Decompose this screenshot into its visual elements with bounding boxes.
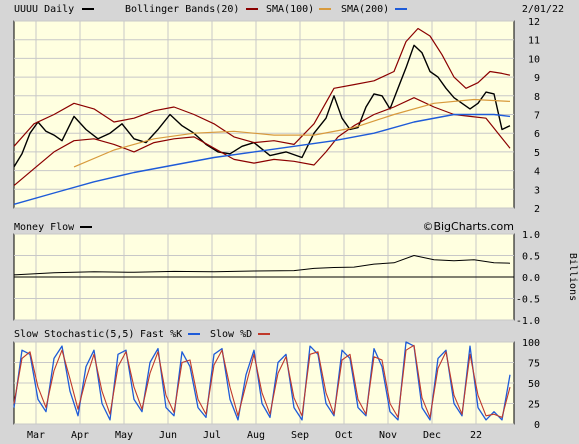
- x-tick-label: Nov: [379, 430, 397, 441]
- money-flow-label: Money Flow: [14, 222, 75, 233]
- sma200-label: SMA(200): [341, 4, 389, 15]
- price-panel: 2 3 4 5 6 7 8 9 10 11 12 2/01/22: [13, 4, 564, 215]
- y-tick-label: 9: [534, 73, 540, 84]
- stochastic-label: Slow Stochastic(5,5): [14, 329, 134, 340]
- x-tick-label: Oct: [335, 430, 353, 441]
- watermark: ©BigCharts.com: [422, 220, 514, 233]
- y-tick-label: 0: [534, 420, 540, 431]
- y-tick-label: 3: [534, 185, 540, 196]
- x-tick-label: Jul: [203, 430, 221, 441]
- stochastic-series-group: [13, 341, 511, 421]
- stochastic-gridlines: [14, 341, 514, 425]
- sma100-label: SMA(100): [266, 4, 314, 15]
- y-tick-label: 0.0: [522, 273, 540, 284]
- bollinger-upper-line: [13, 27, 511, 147]
- y-tick-label: 7: [534, 111, 540, 122]
- slow-d-label: Slow %D: [210, 329, 252, 340]
- money-flow-series-group: [13, 255, 511, 276]
- slow-d-line: [13, 344, 511, 418]
- y-tick-label: 6: [534, 129, 540, 140]
- x-axis: Mar Apr May Jun Jul Aug Sep Oct Nov Dec 22: [27, 430, 482, 441]
- x-tick-label: 22: [470, 430, 482, 441]
- y-tick-label: 5: [534, 148, 540, 159]
- money-flow-y-label: Billions: [567, 253, 578, 301]
- y-tick-label: 11: [528, 36, 540, 47]
- bollinger-lower-line: [13, 97, 511, 187]
- fast-k-label: Fast %K: [140, 329, 182, 340]
- money-flow-line: [13, 255, 511, 276]
- x-tick-label: Sep: [291, 430, 309, 441]
- stochastic-panel: Slow Stochastic(5,5) Fast %K Slow %D 0 25…: [13, 329, 540, 431]
- price-series-group: [13, 27, 511, 205]
- money-flow-y-axis: -1.0 -0.5 0.0 0.5 1.0: [516, 230, 540, 327]
- x-tick-label: Jun: [159, 430, 177, 441]
- x-tick-label: Mar: [27, 430, 45, 441]
- y-tick-label: -1.0: [516, 316, 540, 327]
- y-tick-label: 0.5: [522, 252, 540, 263]
- symbol-label: UUUU Daily: [14, 4, 74, 15]
- price-gridlines: [14, 20, 514, 209]
- x-tick-label: May: [115, 430, 133, 441]
- x-tick-label: Apr: [71, 430, 89, 441]
- y-tick-label: 4: [534, 167, 540, 178]
- y-tick-label: 10: [528, 54, 540, 65]
- price-y-axis: 2 3 4 5 6 7 8 9 10 11 12: [528, 17, 540, 215]
- money-flow-panel: Money Flow ©BigCharts.com -1.0 -0.5 0.0 0.5…: [13, 220, 578, 327]
- y-tick-label: 50: [528, 379, 540, 390]
- y-tick-label: 75: [528, 359, 540, 370]
- price-legend: UUUU Daily Bollinger Bands(20) SMA(100) …: [14, 4, 407, 15]
- stochastic-y-axis: 0 25 50 75 100: [522, 338, 540, 431]
- x-tick-label: Dec: [423, 430, 441, 441]
- x-tick-label: Aug: [247, 430, 265, 441]
- y-tick-label: 12: [528, 17, 540, 28]
- y-tick-label: 100: [522, 338, 540, 349]
- sma200-line: [13, 113, 511, 205]
- y-tick-label: 25: [528, 400, 540, 411]
- y-tick-label: 1.0: [522, 230, 540, 241]
- y-tick-label: -0.5: [516, 295, 540, 306]
- sma100-line: [73, 98, 511, 168]
- y-tick-label: 2: [534, 204, 540, 215]
- chart-date: 2/01/22: [522, 4, 564, 15]
- bollinger-label: Bollinger Bands(20): [125, 4, 239, 15]
- price-line: [13, 44, 511, 168]
- y-tick-label: 8: [534, 92, 540, 103]
